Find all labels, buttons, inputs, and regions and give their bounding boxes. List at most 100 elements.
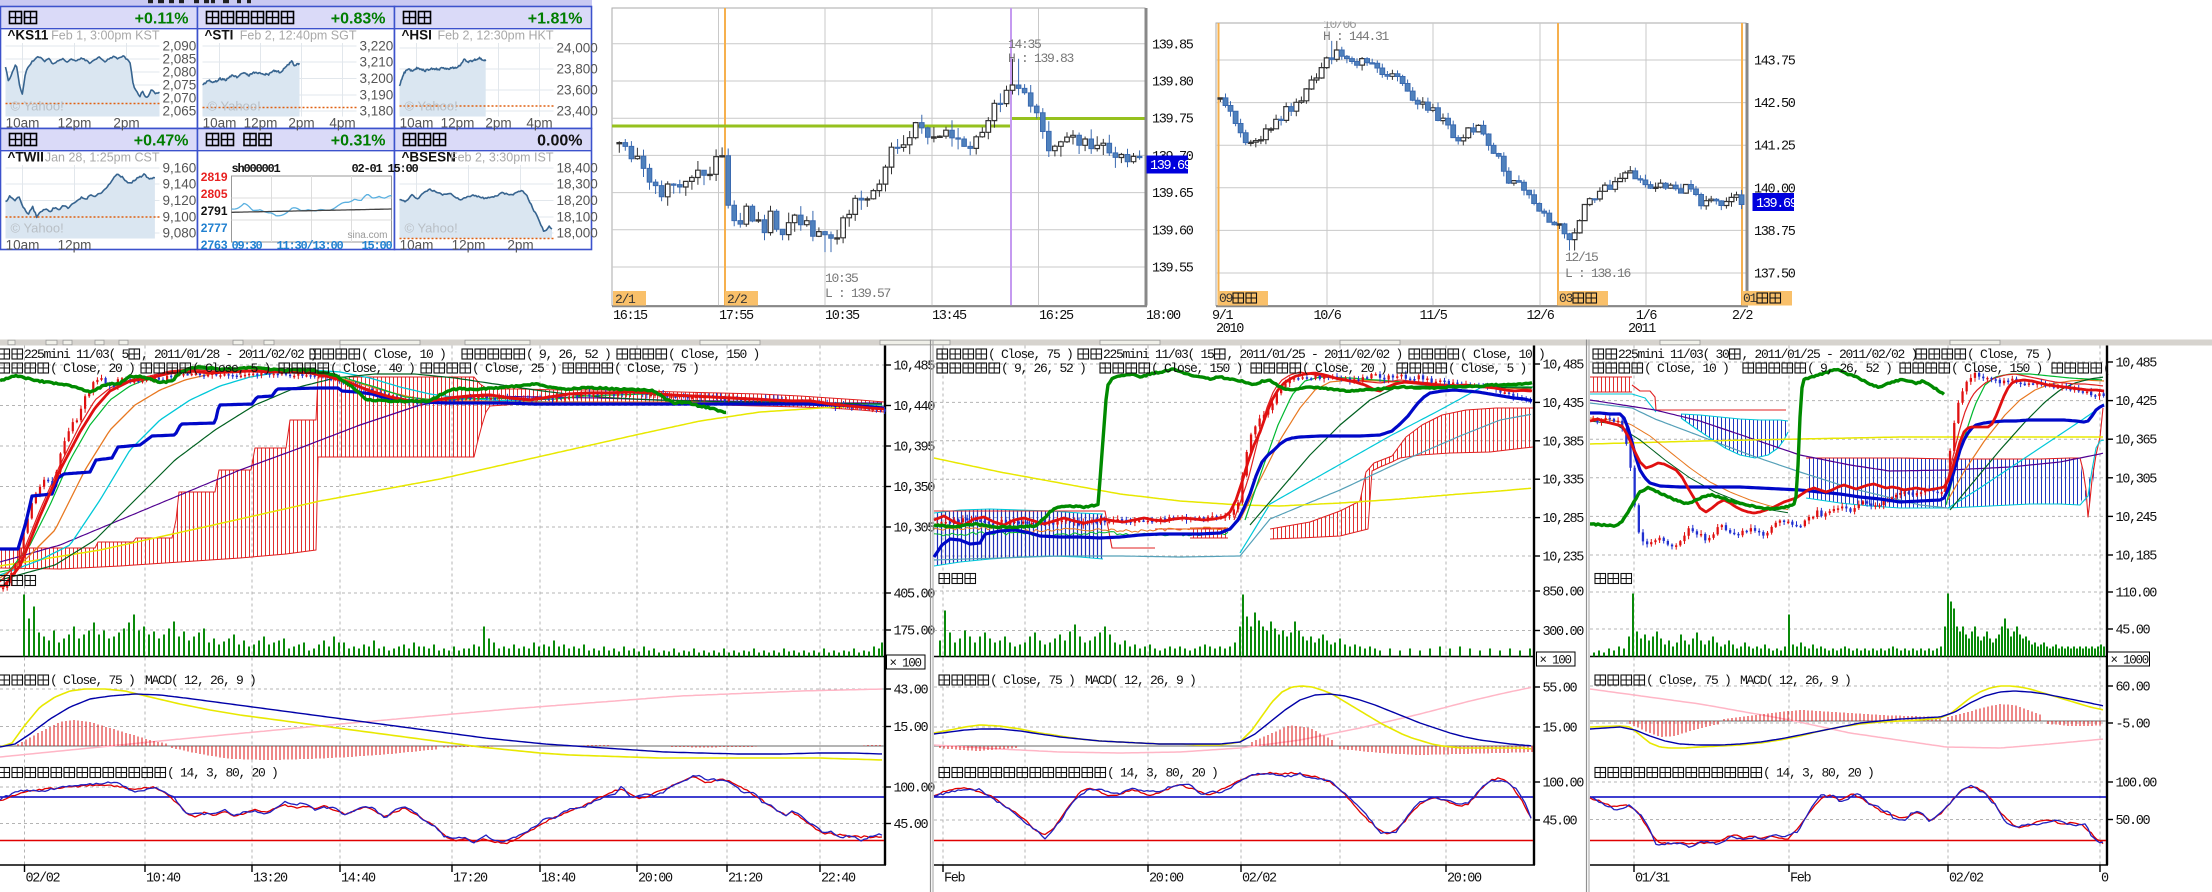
svg-text:45.00: 45.00 — [2116, 624, 2151, 639]
svg-text:Jan 28, 1:25pm CST: Jan 28, 1:25pm CST — [45, 151, 160, 165]
svg-text:(: ( — [2103, 361, 2110, 376]
svg-text:10:40: 10:40 — [146, 872, 181, 887]
svg-text:139.55: 139.55 — [1152, 262, 1194, 277]
svg-text:H : 139.83: H : 139.83 — [1008, 51, 1074, 66]
svg-text:2pm: 2pm — [288, 116, 314, 131]
svg-text:43.00: 43.00 — [894, 684, 929, 699]
svg-text:© Yahoo!: © Yahoo! — [405, 99, 458, 114]
svg-text:10am: 10am — [400, 238, 434, 253]
svg-text:2pm: 2pm — [113, 116, 139, 131]
svg-text:9,120: 9,120 — [163, 193, 197, 208]
svg-text:0: 0 — [2101, 872, 2109, 887]
svg-text:24,000: 24,000 — [557, 41, 598, 56]
svg-text:139.65: 139.65 — [1152, 187, 1194, 202]
svg-text:^BSESN: ^BSESN — [402, 150, 456, 165]
svg-text:03: 03 — [1559, 291, 1573, 306]
svg-text:^KS11: ^KS11 — [8, 28, 49, 43]
svg-text:3,220: 3,220 — [360, 39, 394, 54]
svg-text:139.69: 139.69 — [1756, 197, 1798, 212]
svg-text:© Yahoo!: © Yahoo! — [208, 99, 261, 114]
svg-text:12/6: 12/6 — [1526, 309, 1554, 324]
svg-text:18,400: 18,400 — [557, 161, 598, 176]
svg-text:2819: 2819 — [201, 170, 228, 184]
svg-text:02/02: 02/02 — [1949, 872, 1984, 887]
svg-text:12pm: 12pm — [441, 116, 475, 131]
svg-text:L : 139.57: L : 139.57 — [825, 286, 891, 301]
svg-text:sh000001: sh000001 — [232, 162, 281, 176]
svg-text:10,365: 10,365 — [2116, 434, 2158, 449]
svg-text:10,435: 10,435 — [1543, 397, 1585, 412]
svg-text:2010: 2010 — [1216, 322, 1244, 337]
svg-text:^HSI: ^HSI — [402, 28, 432, 43]
svg-text:10,305: 10,305 — [2116, 472, 2158, 487]
svg-text:10,285: 10,285 — [1543, 512, 1585, 527]
svg-text:2,080: 2,080 — [163, 65, 197, 80]
svg-text:( Close, 75 ): ( Close, 75 ) — [990, 673, 1075, 688]
svg-text:Feb: Feb — [1790, 872, 1812, 887]
svg-text:9,080: 9,080 — [163, 226, 197, 241]
svg-text:100.00: 100.00 — [894, 782, 936, 797]
svg-text:12pm: 12pm — [58, 116, 92, 131]
svg-text:10,485: 10,485 — [1543, 359, 1585, 374]
svg-text:L : 138.16: L : 138.16 — [1565, 266, 1631, 281]
svg-text:+1.81%: +1.81% — [528, 11, 583, 28]
svg-text:, 2011/01/28 - 2011/02/02 ): , 2011/01/28 - 2011/02/02 ) — [141, 347, 317, 362]
svg-text:Feb: Feb — [944, 872, 966, 887]
svg-text:10,485: 10,485 — [2116, 357, 2158, 372]
svg-text:02-01 15:00: 02-01 15:00 — [352, 162, 419, 176]
svg-text:© Yahoo!: © Yahoo! — [405, 221, 458, 236]
svg-text:16:25: 16:25 — [1039, 309, 1074, 324]
svg-text:225mini 11/03( 5: 225mini 11/03( 5 — [24, 347, 129, 362]
svg-text:10am: 10am — [6, 116, 40, 131]
svg-text:10,440: 10,440 — [894, 400, 936, 415]
svg-text:17:20: 17:20 — [453, 872, 488, 887]
svg-text:18:00: 18:00 — [1146, 309, 1181, 324]
svg-text:2,085: 2,085 — [163, 52, 197, 67]
svg-text:225mini 11/03( 15: 225mini 11/03( 15 — [1103, 347, 1214, 362]
svg-text:50.00: 50.00 — [2116, 814, 2151, 829]
svg-text:45.00: 45.00 — [1543, 815, 1578, 830]
svg-text:MACD( 12, 26, 9 ): MACD( 12, 26, 9 ) — [145, 673, 256, 688]
svg-text:2,070: 2,070 — [163, 91, 197, 106]
svg-text:23,600: 23,600 — [557, 83, 598, 98]
svg-text:H : 144.31: H : 144.31 — [1323, 29, 1390, 44]
svg-text:12pm: 12pm — [452, 238, 486, 253]
svg-text:( Close, 75 ): ( Close, 75 ) — [50, 673, 135, 688]
svg-text:100.00: 100.00 — [1543, 777, 1585, 792]
svg-text:225mini 11/03( 30: 225mini 11/03( 30 — [1618, 347, 1729, 362]
svg-text:01: 01 — [1743, 291, 1758, 306]
svg-text:Feb 2, 12:40pm SGT: Feb 2, 12:40pm SGT — [240, 29, 357, 43]
svg-text:10,425: 10,425 — [2116, 395, 2158, 410]
svg-text:2763: 2763 — [201, 238, 228, 252]
svg-text:15.00: 15.00 — [894, 721, 929, 736]
svg-text:© Yahoo!: © Yahoo! — [11, 221, 64, 236]
svg-text:( Close, 5 ): ( Close, 5 ) — [1448, 361, 1526, 376]
svg-text:( Close, 150 ): ( Close, 150 ) — [1951, 361, 2042, 376]
svg-text:2,090: 2,090 — [163, 39, 197, 54]
svg-text:143.75: 143.75 — [1754, 55, 1796, 70]
svg-text:55.00: 55.00 — [1543, 682, 1578, 697]
svg-text:Feb 1, 3:00pm KST: Feb 1, 3:00pm KST — [51, 29, 160, 43]
svg-text:10,350: 10,350 — [894, 481, 936, 496]
svg-text:2/2: 2/2 — [727, 292, 747, 307]
svg-text:+0.31%: +0.31% — [331, 133, 386, 150]
svg-text:11/5: 11/5 — [1419, 309, 1447, 324]
svg-text:+0.83%: +0.83% — [331, 11, 386, 28]
svg-text:139.75: 139.75 — [1152, 113, 1194, 128]
svg-text:9,100: 9,100 — [163, 210, 197, 225]
svg-text:4pm: 4pm — [526, 116, 552, 131]
svg-text:2777: 2777 — [201, 221, 228, 235]
svg-text:, 2011/01/25 - 2011/02/02 ): , 2011/01/25 - 2011/02/02 ) — [1227, 347, 1403, 362]
svg-text:9,140: 9,140 — [163, 177, 197, 192]
svg-text:2791: 2791 — [201, 204, 228, 218]
svg-text:10:35: 10:35 — [825, 309, 860, 324]
svg-text:10,385: 10,385 — [1543, 435, 1585, 450]
svg-text:( 14, 3, 80, 20 ): ( 14, 3, 80, 20 ) — [1107, 766, 1218, 781]
svg-text:2,075: 2,075 — [163, 78, 197, 93]
svg-text:10am: 10am — [6, 238, 40, 253]
svg-text:110.00: 110.00 — [2116, 587, 2158, 602]
svg-text:Feb 2, 12:30pm HKT: Feb 2, 12:30pm HKT — [437, 29, 553, 43]
svg-text:3,180: 3,180 — [360, 104, 394, 119]
svg-text:15:00: 15:00 — [361, 239, 392, 253]
svg-text:12pm: 12pm — [58, 238, 92, 253]
